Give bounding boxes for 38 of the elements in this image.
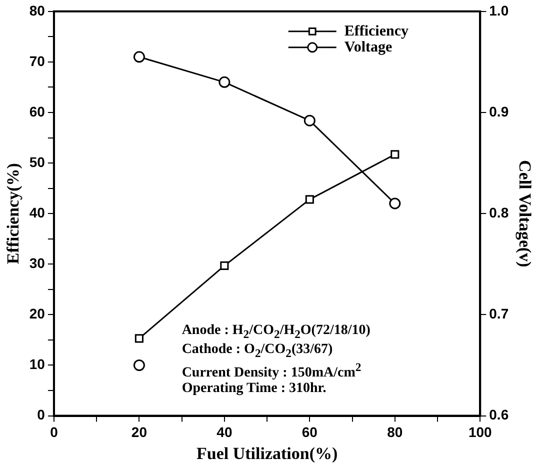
- y-tick-label: 20: [29, 306, 46, 322]
- point: [220, 261, 229, 270]
- y-axis-title: Efficiency(%): [4, 163, 23, 264]
- annotation: Current Density : 150mA/cm$^{2}$: [182, 360, 362, 382]
- x-tick-label: 20: [131, 424, 148, 440]
- y-tick-label: 80: [29, 2, 46, 18]
- x-tick-label: 0: [50, 424, 58, 440]
- point: [133, 360, 145, 371]
- point: [389, 198, 401, 210]
- point: [134, 334, 144, 343]
- y-tick-label: 40: [29, 204, 46, 220]
- legend-label: Voltage: [344, 39, 392, 56]
- point: [133, 51, 145, 63]
- y-tick-label: 70: [29, 52, 46, 69]
- x-tick-label: 100: [468, 424, 492, 440]
- point: [218, 76, 230, 88]
- x-tick-label: 40: [216, 424, 232, 440]
- y-tick-label: 30: [29, 255, 46, 272]
- y-tick-label: 10: [29, 356, 46, 372]
- y-tick-label: 50: [29, 154, 46, 170]
- legend-label: Efficiency: [344, 23, 410, 40]
- y2-tick-label: 1.0: [489, 2, 509, 18]
- y2-tick-label: 0.8: [489, 204, 509, 220]
- y2-tick-label: 0.9: [489, 103, 509, 120]
- point: [305, 195, 314, 204]
- annotation: Cathode : O$_{2}$/CO$_{2}$(33/67): [182, 342, 334, 360]
- x-tick-label: 60: [302, 424, 318, 440]
- y2-tick-label: 0.6: [489, 406, 509, 423]
- x-axis-title: Fuel Utilization(%): [196, 444, 338, 464]
- annotation: Anode : H$_{2}$/CO$_{2}$/H$_{2}$O(72/18/10): [182, 322, 370, 342]
- x-tick-label: 80: [387, 424, 403, 440]
- annotation: Operating Time : 310hr.: [182, 381, 328, 396]
- point: [304, 114, 316, 126]
- point: [390, 150, 400, 159]
- y-tick-label: 0: [37, 406, 46, 423]
- y2-axis-title: Cell Voltage(v): [515, 160, 534, 268]
- y2-tick-label: 0.7: [489, 306, 509, 322]
- y-tick-label: 60: [29, 103, 46, 120]
